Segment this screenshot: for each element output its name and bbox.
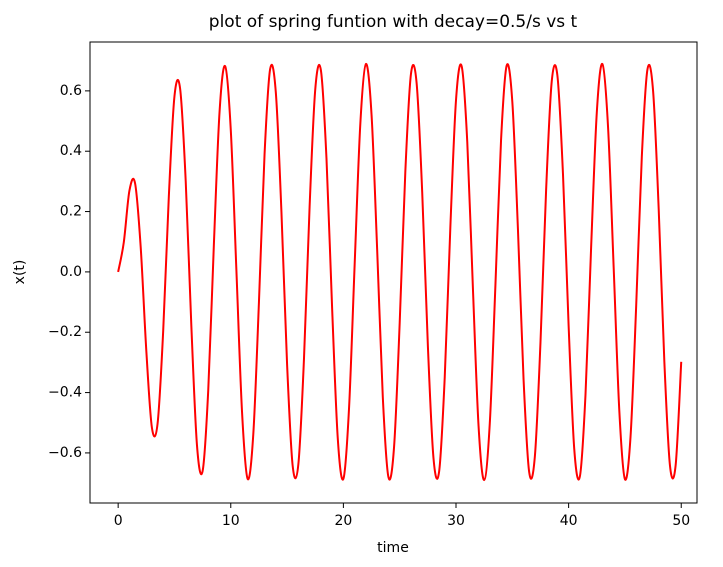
y-tick-label: 0.6	[60, 83, 82, 99]
x-tick-label: 40	[560, 513, 578, 529]
y-tick-label: −0.6	[48, 445, 82, 461]
data-line	[117, 63, 683, 482]
x-tick-label: 10	[222, 513, 240, 529]
y-tick-label: −0.4	[48, 385, 82, 401]
x-tick-label: 50	[672, 513, 690, 529]
y-tick-label: 0.0	[60, 264, 82, 280]
y-tick-label: −0.2	[48, 324, 82, 340]
plot-frame	[89, 41, 698, 504]
y-axis-label: x(t)	[12, 260, 28, 285]
y-tick-label: 0.2	[60, 204, 82, 220]
chart-title: plot of spring funtion with decay=0.5/s …	[209, 12, 578, 32]
x-tick-label: 30	[447, 513, 465, 529]
x-axis-label: time	[377, 540, 409, 556]
x-tick-label: 0	[114, 513, 123, 529]
x-tick-label: 20	[334, 513, 352, 529]
y-tick-label: 0.4	[60, 143, 82, 159]
